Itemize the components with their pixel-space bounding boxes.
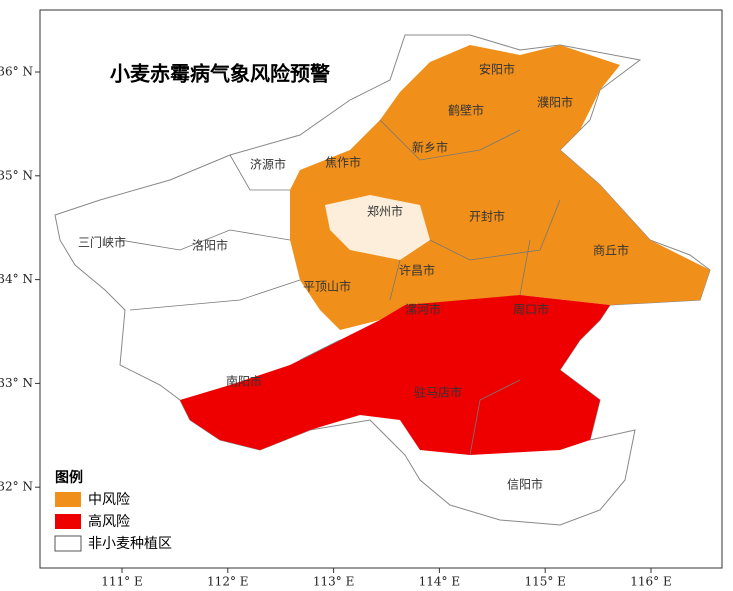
city-label: 鹤壁市 — [448, 103, 484, 118]
x-tick-label: 111° E — [101, 575, 142, 589]
x-tick-label: 115° E — [524, 575, 565, 589]
city-label: 平顶山市 — [303, 279, 351, 294]
legend-label: 非小麦种植区 — [88, 536, 172, 552]
legend-swatch — [54, 535, 82, 552]
city-label: 漯河市 — [405, 302, 441, 317]
y-tick-label: 36° N — [0, 65, 33, 79]
high-risk-area — [180, 295, 610, 455]
map-title: 小麦赤霉病气象风险预警 — [110, 62, 330, 86]
city-label: 南阳市 — [226, 374, 262, 389]
city-boundary — [119, 119, 561, 456]
legend-swatch — [55, 492, 81, 507]
city-label: 商丘市 — [593, 243, 629, 258]
city-label: 三门峡市 — [78, 235, 126, 250]
x-tick-label: 114° E — [419, 575, 460, 589]
y-tick-label: 35° N — [0, 168, 33, 182]
city-label: 洛阳市 — [192, 238, 228, 253]
legend-swatch — [55, 514, 81, 529]
y-tick-label: 33° N — [0, 376, 33, 390]
city-label: 济源市 — [250, 157, 286, 172]
legend-title: 图例 — [55, 469, 83, 486]
x-tick-label: 113° E — [313, 575, 354, 589]
legend-label: 高风险 — [88, 513, 130, 530]
city-label: 濮阳市 — [537, 95, 573, 110]
y-tick-label: 34° N — [0, 272, 33, 286]
city-label: 新乡市 — [412, 140, 448, 155]
city-label: 焦作市 — [325, 155, 361, 170]
non-wheat-area — [325, 195, 430, 260]
x-tick-label: 112° E — [207, 575, 248, 589]
city-label: 周口市 — [513, 302, 549, 317]
city-label: 驻马店市 — [414, 385, 462, 400]
city-label: 开封市 — [469, 209, 505, 224]
city-label: 安阳市 — [479, 62, 515, 77]
y-tick-label: 32° N — [0, 480, 33, 494]
city-label: 郑州市 — [367, 204, 403, 219]
city-label: 信阳市 — [507, 477, 543, 492]
legend-label: 中风险 — [88, 492, 130, 508]
city-label: 许昌市 — [399, 263, 435, 278]
x-tick-label: 116° E — [630, 575, 671, 589]
